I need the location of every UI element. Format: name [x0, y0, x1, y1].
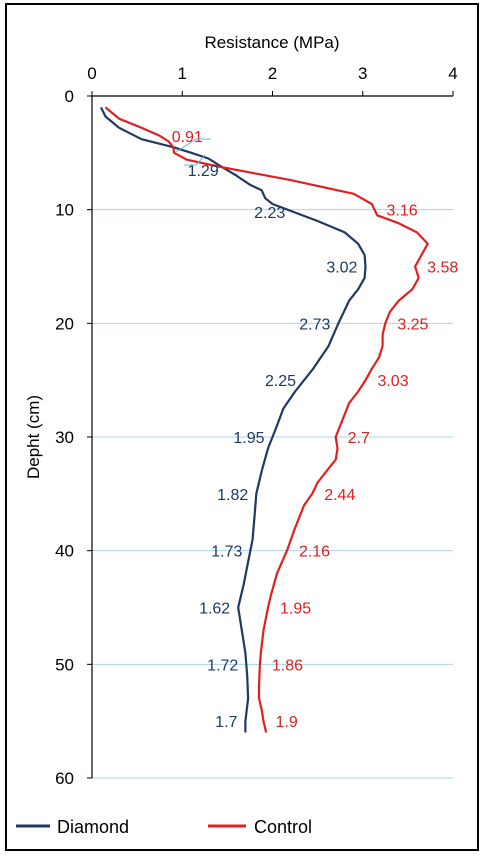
data-label-diamond-45: 1.62 — [199, 601, 230, 618]
x-tick-label-2: 2 — [268, 64, 277, 83]
data-label-diamond-50: 1.72 — [207, 657, 238, 674]
data-label-control-45: 1.95 — [280, 601, 311, 618]
x-tick-label-0: 0 — [87, 64, 96, 83]
data-label-control-3.5: 0.91 — [172, 129, 203, 146]
data-label-diamond-25: 2.25 — [265, 373, 296, 390]
y-tick-label-10: 10 — [55, 201, 74, 220]
data-label-diamond-20: 2.73 — [299, 316, 330, 333]
x-tick-label-4: 4 — [448, 64, 457, 83]
data-label-control-20: 3.25 — [397, 316, 428, 333]
data-label-control-15: 3.58 — [427, 260, 458, 277]
x-tick-labels: 0 1 2 3 4 — [87, 64, 458, 96]
leader-line-control — [175, 138, 211, 153]
data-label-diamond-10.2: 2.23 — [254, 205, 285, 222]
data-label-diamond-6.5: 1.29 — [188, 163, 219, 180]
data-label-diamond-40: 1.73 — [211, 544, 242, 561]
y-tick-label-20: 20 — [55, 314, 74, 333]
data-label-diamond-30: 1.95 — [233, 430, 264, 447]
y-tick-label-30: 30 — [55, 428, 74, 447]
y-tick-labels: 0 10 20 30 40 50 60 — [55, 87, 92, 788]
data-label-control-40: 2.16 — [299, 544, 330, 561]
y-tick-label-40: 40 — [55, 542, 74, 561]
data-label-diamond-35: 1.82 — [217, 487, 248, 504]
data-label-control-50: 1.86 — [272, 657, 303, 674]
y-tick-label-0: 0 — [65, 87, 74, 106]
legend: Diamond Control — [16, 817, 312, 837]
x-tick-label-1: 1 — [178, 64, 187, 83]
x-tick-label-3: 3 — [358, 64, 367, 83]
data-label-control-30: 2.7 — [348, 430, 370, 447]
data-label-control-25: 3.03 — [377, 373, 408, 390]
leader-lines — [175, 138, 211, 166]
y-tick-label-60: 60 — [55, 769, 74, 788]
data-label-control-35: 2.44 — [324, 487, 355, 504]
series-layer — [100, 106, 429, 733]
x-axis-title: Resistance (MPa) — [204, 33, 339, 52]
leader-line-diamond — [184, 154, 206, 166]
data-label-control-10: 3.16 — [386, 203, 417, 220]
legend-label-control: Control — [254, 817, 312, 837]
data-label-control-55: 1.9 — [275, 714, 297, 731]
chart-frame — [5, 3, 479, 851]
data-label-diamond-15: 3.02 — [326, 260, 357, 277]
series-line-diamond — [100, 106, 367, 733]
legend-label-diamond: Diamond — [57, 817, 129, 837]
y-axis-title: Depht (cm) — [24, 395, 43, 479]
y-tick-label-50: 50 — [55, 655, 74, 674]
gridlines — [92, 209, 453, 779]
series-line-control — [104, 106, 429, 733]
data-labels: 1.292.233.022.732.251.951.821.731.621.72… — [172, 129, 459, 731]
data-label-diamond-55: 1.7 — [215, 714, 237, 731]
